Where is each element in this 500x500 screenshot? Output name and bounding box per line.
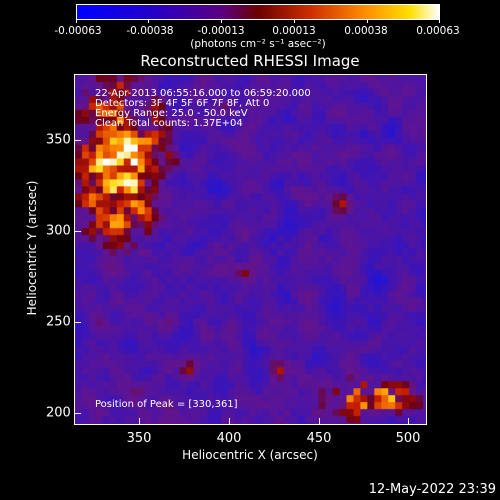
image-plot[interactable]: 22-Apr-2013 06:55:16.000 to 06:59:20.000… [74,74,427,425]
info-energy-range: Energy Range: 25.0 - 50.0 keV [95,108,248,119]
y-tick-label: 350 [46,132,71,148]
timestamp: 12-May-2022 23:39 [368,482,496,497]
colorbar-tick-label: -0.00063 [54,25,102,37]
y-tick-label: 250 [46,314,71,330]
colorbar-tick-label: -0.00038 [126,25,174,37]
x-tick-label: 400 [216,431,242,446]
colorbar-tick-label: 0.00063 [416,25,460,37]
info-total-counts: Clean Total counts: 1.37E+04 [95,118,243,129]
colorbar-tick-label: -0.00013 [197,25,245,37]
x-tick-label: 450 [306,431,332,446]
colorbar-tick-label: 0.00013 [272,25,316,37]
colorbar [76,4,440,20]
peak-position-text: Position of Peak = [330,361] [95,399,238,410]
colorbar-tick-label: 0.00038 [344,25,388,37]
y-tick-label: 200 [46,405,71,421]
y-axis-title: Heliocentric Y (arcsec) [25,180,39,316]
y-tick-label: 300 [46,223,71,239]
plot-title: Reconstructed RHESSI Image [140,52,360,70]
heatmap-image [75,75,426,424]
info-time-range: 22-Apr-2013 06:55:16.000 to 06:59:20.000 [95,88,311,99]
x-axis-title: Heliocentric X (arcsec) [182,448,318,462]
colorbar-units: (photons cm⁻² s⁻¹ asec⁻²) [190,38,326,50]
info-detectors: Detectors: 3F 4F 5F 6F 7F 8F, Att 0 [95,98,270,109]
x-tick-label: 350 [126,431,152,446]
x-tick-label: 500 [395,431,421,446]
